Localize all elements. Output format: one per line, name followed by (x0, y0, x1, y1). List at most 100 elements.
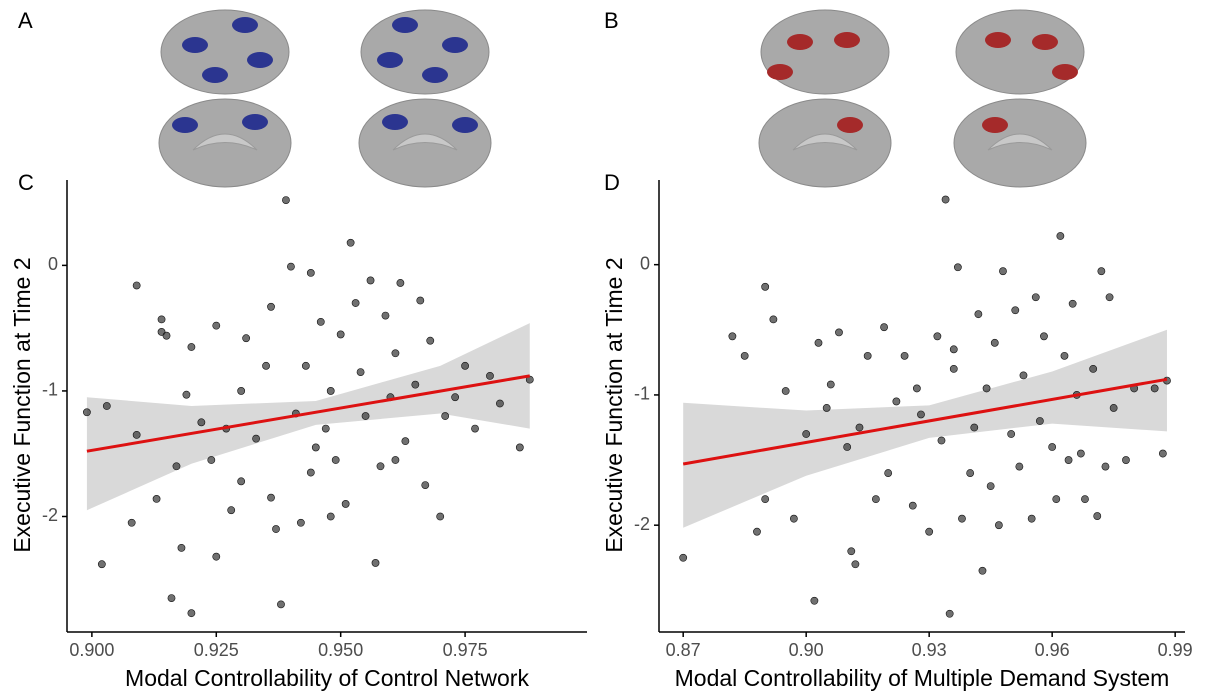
data-point (855, 423, 864, 432)
data-point (1150, 384, 1159, 393)
data-point (884, 469, 893, 477)
data-point (331, 456, 340, 464)
data-point (83, 408, 91, 417)
network-region (982, 117, 1008, 133)
y-tick-label: 0 (48, 254, 58, 274)
data-point (436, 512, 445, 521)
data-point (958, 514, 966, 523)
data-point (933, 332, 942, 341)
data-point (986, 482, 995, 491)
x-tick-label: 0.90 (789, 640, 824, 660)
data-point (262, 361, 270, 370)
data-point (974, 310, 983, 319)
data-point (306, 468, 315, 477)
data-point (376, 462, 385, 471)
data-point (761, 282, 770, 291)
data-point (371, 559, 380, 567)
brain-lateral (760, 9, 890, 95)
data-point (1068, 299, 1077, 308)
data-point (847, 547, 856, 556)
data-point (1007, 430, 1016, 438)
data-point (1011, 306, 1020, 315)
data-point (127, 518, 136, 527)
data-point (880, 323, 888, 332)
panel-label: D (604, 170, 620, 195)
data-point (162, 331, 171, 340)
data-point (949, 364, 958, 373)
network-region (172, 117, 198, 133)
data-point (441, 412, 450, 420)
data-point (321, 424, 330, 433)
data-point (157, 315, 166, 324)
y-axis-label: Executive Function at Time 2 (9, 257, 35, 552)
data-point (227, 506, 236, 515)
data-point (728, 332, 737, 341)
data-point (966, 469, 975, 477)
x-tick-label: 0.99 (1158, 640, 1193, 660)
data-point (1019, 371, 1028, 380)
data-point (908, 501, 917, 510)
network-region (1032, 34, 1058, 50)
data-point (1109, 404, 1118, 412)
x-tick-label: 0.925 (194, 640, 239, 660)
data-point (1097, 267, 1106, 276)
network-region (767, 64, 793, 80)
x-axis-label: Modal Controllability of Multiple Demand… (675, 665, 1170, 691)
data-point (1035, 417, 1044, 425)
data-point (237, 477, 246, 486)
data-point (296, 518, 305, 527)
panel-label: A (18, 8, 33, 33)
x-tick-label: 0.950 (318, 640, 363, 660)
data-point (381, 311, 390, 320)
network-region (837, 117, 863, 133)
data-point (152, 495, 161, 503)
data-point (515, 443, 524, 452)
y-tick-label: -2 (42, 505, 58, 525)
brain-images (158, 9, 1087, 188)
brain-lateral (160, 9, 290, 95)
data-point (953, 263, 962, 272)
data-point (1052, 495, 1061, 504)
network-region (985, 32, 1011, 48)
data-point (97, 560, 106, 569)
network-region (442, 37, 468, 53)
data-point (900, 351, 909, 360)
network-region (834, 32, 860, 48)
data-point (835, 328, 843, 337)
x-tick-label: 0.93 (912, 640, 947, 660)
data-point (871, 495, 880, 504)
data-point (311, 443, 320, 452)
data-point (937, 436, 946, 445)
brain-lateral (360, 9, 490, 95)
data-point (679, 553, 688, 562)
y-tick-label: -1 (42, 380, 58, 400)
data-point (1027, 514, 1036, 523)
network-region (182, 37, 208, 53)
data-point (237, 387, 246, 395)
data-point (1081, 495, 1089, 504)
data-point (761, 495, 770, 504)
data-point (810, 596, 819, 605)
data-point (102, 402, 111, 410)
data-point (999, 267, 1007, 276)
network-region (377, 52, 403, 68)
data-point (1040, 332, 1048, 341)
data-point (814, 338, 823, 347)
corpus-callosum (392, 133, 458, 151)
data-point (306, 269, 315, 277)
data-point (945, 609, 954, 618)
data-point (990, 338, 999, 347)
data-point (242, 334, 251, 343)
data-point (187, 609, 196, 618)
data-point (1076, 449, 1085, 458)
y-tick-label: -1 (634, 384, 650, 404)
network-region (382, 114, 408, 130)
data-point (172, 462, 181, 471)
data-point (132, 430, 141, 439)
network-region (1052, 64, 1078, 80)
brain-lateral (955, 9, 1085, 95)
data-point (326, 387, 335, 395)
data-point (187, 343, 196, 351)
data-point (1048, 443, 1057, 451)
